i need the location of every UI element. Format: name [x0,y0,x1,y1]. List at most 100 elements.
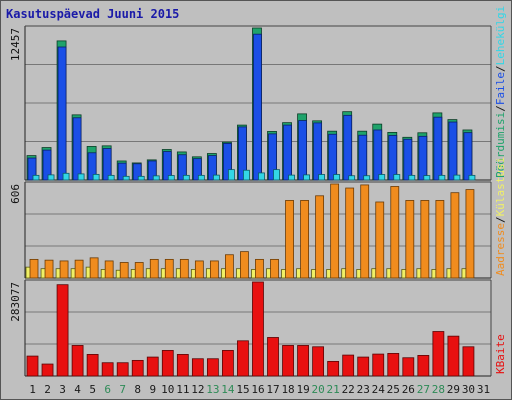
bar-pages-14 [228,169,235,181]
bar-pages-22 [348,175,356,181]
bar-files-3 [57,46,67,181]
bar-sites-10 [164,258,174,279]
bar-pages-6 [107,174,115,181]
bar-sites-18 [285,200,294,279]
x-tick-label: 29 [447,383,460,396]
bar-sites-12 [194,260,204,279]
bar-files-29 [448,121,458,181]
bar-sites-8 [134,262,144,279]
bar-files-7 [117,162,127,181]
bar-pages-24 [378,174,386,181]
bar-files-10 [162,151,172,181]
bar-files-12 [192,158,202,181]
x-tick-label: 15 [236,383,249,396]
bar-files-5 [87,152,97,181]
x-tick-label: 4 [74,383,81,396]
bar-sites-3 [59,260,69,279]
bar-pages-1 [32,174,40,181]
x-tick-label: 30 [462,383,475,396]
legend-bottom-item: KBaite [494,334,507,374]
x-tick-label: 31 [477,383,490,396]
legend-top-item: Faile [494,72,507,105]
bar-sites-22 [345,187,355,279]
bar-sites-15 [240,251,249,279]
x-tick-label: 23 [357,383,370,396]
bar-files-4 [72,117,82,181]
y-max-label-middle: 606 [9,184,22,204]
x-tick-label: 5 [89,383,96,396]
bar-sites-27 [420,200,430,279]
bar-kbytes-27 [417,355,430,377]
bar-files-24 [373,129,383,181]
bar-kbytes-29 [447,335,460,377]
legend-top: Pöördumisi/Faile/Lehekülgi [494,6,507,178]
bar-pages-17 [273,169,280,181]
x-tick-label: 18 [281,383,294,396]
x-tick-label: 2 [44,383,51,396]
bar-kbytes-28 [432,331,445,377]
legend-bottom: KBaite [494,334,507,374]
legend-top-item: Pöördumisi [494,112,507,178]
bar-sites-6 [104,260,114,279]
bar-sites-16 [255,258,264,279]
bar-sites-26 [405,200,415,279]
bar-sites-24 [375,201,385,279]
x-tick-label: 21 [327,383,340,396]
y-max-label-bottom: 283077 [9,282,22,322]
bar-kbytes-9 [146,356,159,377]
bar-sites-7 [119,262,129,279]
bar-kbytes-18 [282,345,294,377]
bar-pages-25 [393,174,401,181]
bar-pages-27 [423,175,431,181]
bar-files-27 [418,135,428,181]
bar-files-14 [223,142,232,181]
chart-title: Kasutuspäevad Juuni 2015 [6,7,180,21]
bar-kbytes-16 [252,281,264,377]
bar-kbytes-11 [176,354,189,377]
bar-kbytes-2 [41,363,54,377]
x-tick-label: 13 [206,383,219,396]
x-tick-label: 9 [149,383,156,396]
x-tick-label: 24 [372,383,386,396]
x-tick-label: 27 [417,383,430,396]
bar-pages-11 [182,174,190,181]
bar-files-9 [147,160,157,181]
y-max-label-top: 12457 [9,28,22,61]
bar-files-21 [328,133,338,181]
bar-kbytes-7 [116,362,129,377]
bar-kbytes-20 [312,346,325,377]
x-tick-label: 8 [134,383,141,396]
x-tick-label: 6 [104,383,111,396]
bar-kbytes-22 [342,354,355,377]
legend-middle-item: / [494,216,507,223]
bar-files-8 [132,163,142,181]
bar-kbytes-15 [237,340,249,377]
bar-files-19 [298,120,307,181]
bar-pages-26 [408,174,416,181]
bar-kbytes-8 [131,359,144,377]
bar-sites-28 [435,200,445,279]
bar-sites-19 [300,200,309,279]
bar-sites-4 [74,259,84,279]
bar-sites-17 [270,258,279,279]
x-tick-label: 20 [312,383,325,396]
bar-kbytes-30 [462,346,475,377]
bar-kbytes-19 [297,345,309,377]
bar-pages-30 [468,174,476,181]
bar-sites-30 [465,189,475,279]
bar-kbytes-1 [26,355,39,377]
bar-kbytes-4 [71,345,84,377]
bar-files-2 [42,149,52,181]
x-tick-label: 10 [161,383,174,396]
bar-kbytes-13 [206,358,219,377]
legend-top-item: Lehekülgi [494,6,507,66]
bar-kbytes-24 [372,353,385,377]
bar-files-15 [238,126,247,181]
x-tick-label: 17 [266,383,279,396]
bar-pages-9 [152,175,160,181]
legend-middle-item: Aadresse [494,223,507,276]
bar-files-1 [27,157,37,181]
bar-sites-1 [29,258,39,279]
bar-pages-29 [453,174,461,181]
